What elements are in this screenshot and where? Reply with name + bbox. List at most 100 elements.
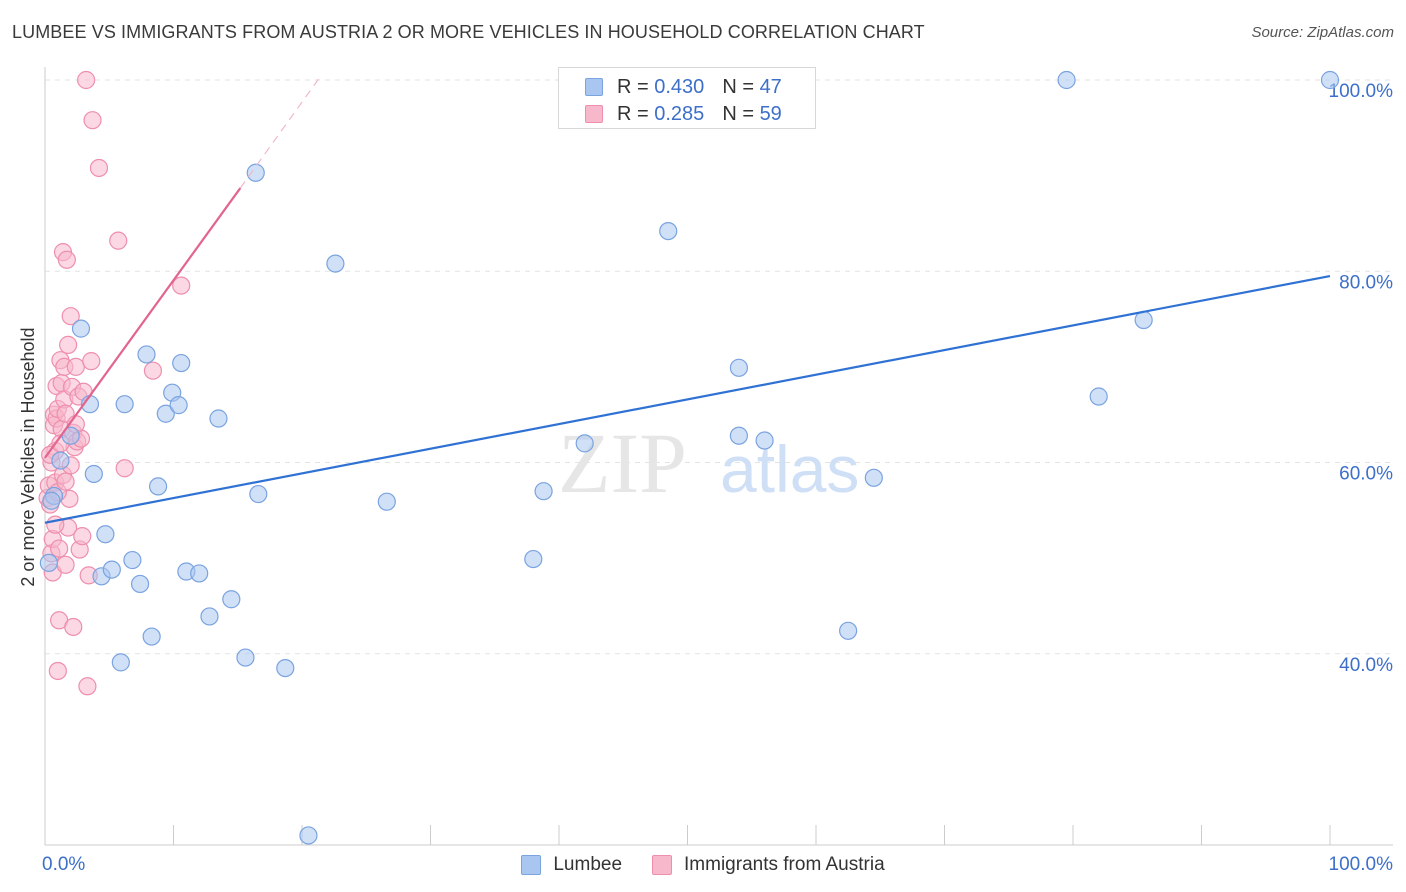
legend-row-austria: R = 0.285 N = 59 (585, 101, 782, 127)
austria-point (83, 111, 102, 130)
chart-source: Source: ZipAtlas.com (1251, 24, 1394, 41)
austria-point (66, 357, 85, 376)
series-legend: Lumbee Immigrants from Austria (0, 851, 1406, 879)
austria-point (73, 527, 92, 546)
lumbee-point (524, 549, 543, 569)
lumbee-point (839, 621, 858, 640)
austria-point (172, 276, 191, 295)
lumbee-point (111, 653, 130, 672)
series-austria-points (38, 70, 191, 696)
series-legend-swatch-austria (652, 855, 673, 875)
correlation-legend: R = 0.430 N = 47 R = 0.285 N = 59 (558, 67, 816, 129)
lumbee-point (172, 353, 191, 373)
y-tick-label: 40.0% (1339, 655, 1393, 676)
legend-n-value: 47 (759, 75, 782, 98)
austria-point (78, 677, 97, 696)
austria-point (48, 661, 67, 681)
austria-point (56, 472, 75, 491)
watermark-atlas: atlas (720, 432, 859, 506)
series-lumbee-points (39, 70, 1340, 845)
lumbee-point (130, 574, 150, 594)
lumbee-point (1134, 310, 1153, 330)
austria-point (50, 539, 69, 558)
x-tick-label: 0.0% (42, 854, 85, 875)
lumbee-point (190, 564, 209, 583)
lumbee-point (39, 553, 58, 573)
legend-r-label: R = (617, 75, 655, 98)
lumbee-point (755, 431, 774, 450)
legend-swatch-austria (585, 105, 603, 123)
austria-point (59, 335, 78, 354)
lumbee-point (575, 434, 594, 453)
y-tick-label: 80.0% (1339, 272, 1393, 293)
austria-point (89, 158, 109, 178)
legend-n-label: N = (722, 102, 760, 125)
legend-n-label: N = (722, 75, 760, 98)
lumbee-point (1089, 387, 1108, 406)
austria-point (57, 250, 76, 269)
lumbee-point (729, 426, 749, 445)
lumbee-point (42, 491, 61, 510)
series-legend-swatch-lumbee (521, 855, 542, 875)
lumbee-point (729, 358, 749, 377)
lumbee-point (102, 560, 121, 579)
lumbee-point (96, 525, 115, 544)
austria-point (115, 459, 134, 478)
lumbee-point (246, 163, 265, 182)
axis-layer: 40.0% 60.0% 80.0% 100.0% 0.0% 100.0% (42, 67, 1393, 875)
lumbee-point (51, 451, 70, 470)
legend-r-value: 0.285 (654, 102, 705, 125)
lumbee-point (115, 395, 134, 414)
series-legend-austria[interactable]: Immigrants from Austria (652, 854, 885, 876)
lumbee-point (236, 648, 255, 667)
austria-point (109, 231, 128, 250)
austria-point (64, 617, 83, 637)
series-legend-label: Immigrants from Austria (684, 854, 885, 875)
lumbee-point (326, 254, 345, 273)
lumbee-point (169, 396, 188, 415)
lumbee-point (84, 464, 103, 484)
austria-point (82, 352, 101, 371)
lumbee-point (864, 468, 883, 487)
y-tick-label: 60.0% (1339, 464, 1393, 485)
legend-r-value: 0.430 (654, 75, 705, 98)
legend-n-value: 59 (759, 102, 782, 125)
austria-trend-line (44, 187, 242, 459)
lumbee-point (1320, 70, 1340, 90)
y-axis-label: 2 or more Vehicles in Household (18, 327, 38, 586)
lumbee-point (142, 627, 161, 646)
lumbee-point (377, 492, 396, 511)
austria-trend-extension (239, 74, 322, 189)
lumbee-point (137, 345, 156, 364)
austria-point (56, 555, 75, 574)
legend-row-lumbee: R = 0.430 N = 47 (585, 74, 782, 100)
lumbee-point (200, 607, 219, 626)
lumbee-point (249, 484, 268, 504)
lumbee-trend-line (44, 274, 1331, 524)
watermark-zip: ZIP (558, 415, 687, 511)
lumbee-point (71, 319, 91, 338)
lumbee-point (156, 404, 175, 423)
series-legend-lumbee[interactable]: Lumbee (521, 854, 622, 876)
grid-layer (45, 79, 1393, 655)
austria-point (61, 307, 80, 326)
lumbee-point (299, 826, 318, 845)
x-tick-label: 100.0% (1329, 854, 1394, 875)
lumbee-point (123, 550, 142, 570)
lumbee-point (148, 477, 168, 496)
austria-point (143, 361, 163, 380)
lumbee-point (222, 590, 241, 609)
austria-point (77, 70, 96, 90)
lumbee-point (276, 658, 295, 678)
lumbee-point (659, 221, 678, 241)
series-legend-label: Lumbee (553, 854, 623, 875)
lumbee-point (534, 482, 553, 501)
lumbee-point (209, 409, 228, 428)
lumbee-point (1057, 70, 1076, 90)
legend-swatch-lumbee (585, 78, 603, 96)
legend-r-label: R = (617, 102, 655, 125)
trend-layer (44, 74, 1331, 524)
chart-title: LUMBEE VS IMMIGRANTS FROM AUSTRIA 2 OR M… (12, 22, 925, 42)
y-tick-label: 100.0% (1329, 81, 1394, 102)
